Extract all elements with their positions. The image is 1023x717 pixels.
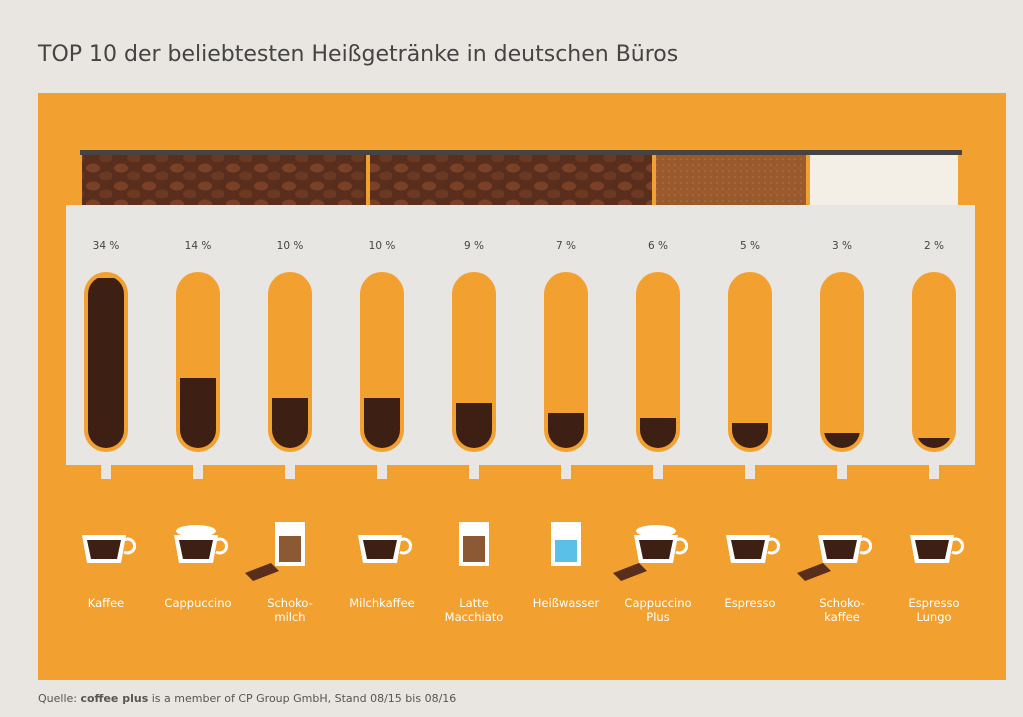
tube [728,272,772,452]
tube-fill [640,418,676,448]
cup-handle [675,537,689,555]
cup-handle [123,537,137,555]
source: Quelle: coffee plus is a member of CP Gr… [38,692,456,705]
bean-box [370,155,652,207]
tube-fill [916,438,952,448]
tube-fill [180,378,216,448]
category-label: Latte Macchiato [444,596,504,624]
chocolate [797,563,831,581]
category-label: Espresso Lungo [908,596,960,624]
value-label: 2 % [924,240,944,252]
tube-fill [824,433,860,448]
category-label: Cappuccino Plus [624,596,692,624]
glass-content [279,536,301,562]
foam [176,525,216,537]
category-label: Milchkaffee [349,596,415,610]
value-label: 10 % [277,240,304,252]
tube-fill [548,413,584,448]
foot [837,465,847,479]
milk-box [810,155,958,207]
category-label: Heißwasser [532,596,600,610]
cup-content [87,540,121,559]
category-label: Kaffee [87,596,125,610]
glass-content [463,536,485,562]
chocolate [613,563,647,581]
cup-content [915,540,949,559]
tube-fill [364,398,400,448]
cup-handle [951,537,965,555]
source-text: is a member of CP Group GmbH, Stand 08/1… [151,692,457,705]
cup-content [179,540,213,559]
foot [929,465,939,479]
tube [544,272,588,452]
glass-content [555,540,577,562]
tube-fill [456,403,492,448]
cup-handle [767,537,781,555]
value-label: 3 % [832,240,852,252]
category-label: Cappuccino [164,596,232,610]
source-prefix: Quelle: [38,692,77,705]
foot [101,465,111,479]
chart-title: TOP 10 der beliebtesten Heißgetränke in … [38,42,679,67]
value-label: 7 % [556,240,576,252]
source-brand: coffee plus [80,692,149,705]
foot [653,465,663,479]
cup-handle [859,537,873,555]
category-label: Schoko- milch [267,596,313,624]
tube-fill [272,398,308,448]
foot [561,465,571,479]
bean-box [82,155,366,207]
value-label: 14 % [185,240,212,252]
foam [636,525,676,537]
foot [377,465,387,479]
foot [745,465,755,479]
category-label: Espresso [724,596,776,610]
cup-content [363,540,397,559]
value-label: 6 % [648,240,668,252]
value-label: 10 % [369,240,396,252]
tube-fill [88,278,124,448]
foot [285,465,295,479]
cup-handle [215,537,229,555]
shelf [80,150,962,155]
cup-content [639,540,673,559]
foot [469,465,479,479]
category-label: Schoko- kaffee [819,596,865,624]
foot [193,465,203,479]
value-label: 34 % [93,240,120,252]
cup-content [731,540,765,559]
value-label: 5 % [740,240,760,252]
tube [820,272,864,452]
tube [636,272,680,452]
value-label: 9 % [464,240,484,252]
tube [912,272,956,452]
chocolate [245,563,279,581]
cocoa-box [656,155,806,207]
cup-handle [399,537,413,555]
cup-content [823,540,857,559]
